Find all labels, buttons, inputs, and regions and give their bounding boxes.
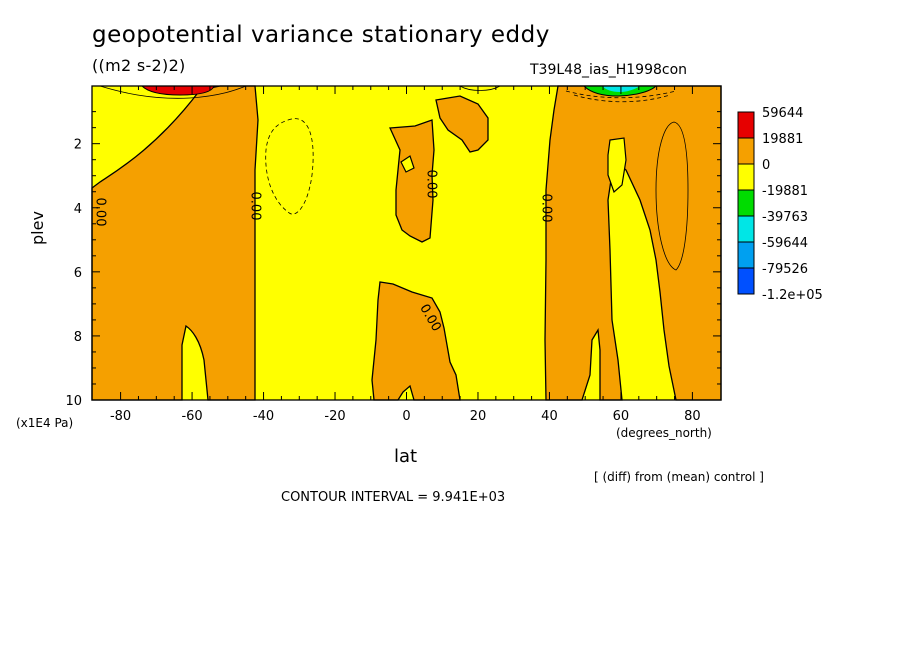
- region-south: [91, 85, 259, 401]
- legend-swatch: [737, 163, 755, 191]
- x-axis-unit: (degrees_north): [616, 426, 712, 440]
- run-id-label: T39L48_ias_H1998con: [530, 62, 688, 78]
- y-tick-label: 6: [74, 266, 82, 281]
- legend-swatch: [737, 215, 755, 243]
- x-axis-label: lat: [394, 446, 418, 467]
- x-tick-label: 80: [684, 409, 701, 424]
- legend-label: -19881: [762, 184, 808, 199]
- legend-label: -59644: [762, 236, 808, 251]
- legend-swatch: [737, 189, 755, 217]
- thin-contour-top-mid: [459, 85, 501, 91]
- region-tropics-upper: [389, 119, 435, 243]
- contour-label: 0.00: [539, 194, 554, 223]
- legend-label: -39763: [762, 210, 808, 225]
- max-blob: [140, 85, 215, 96]
- legend-swatch: [737, 241, 755, 269]
- negative-dashed-contour: [565, 90, 677, 99]
- legend-swatch: [737, 267, 755, 295]
- x-tick-label: -20: [324, 409, 345, 424]
- contour-interval: CONTOUR INTERVAL = 9.941E+03: [281, 490, 506, 505]
- x-tick-label: -40: [253, 409, 274, 424]
- y-axis-unit: (x1E4 Pa): [16, 416, 74, 430]
- legend-label: 19881: [762, 132, 803, 147]
- y-tick-label: 2: [74, 138, 82, 153]
- y-axis-label: plev: [28, 211, 47, 245]
- contour-label: 0.00: [248, 192, 263, 221]
- negative-dashed-contour: [573, 94, 671, 103]
- island-tropics: [400, 155, 415, 173]
- diff-note: [ (diff) from (mean) control ]: [594, 470, 764, 484]
- x-tick-label: 0: [402, 409, 410, 424]
- chart-title: geopotential variance stationary eddy: [92, 22, 550, 48]
- chart-units: ((m2 s-2)2): [92, 56, 186, 75]
- legend-label: 59644: [762, 106, 803, 121]
- region-north: [544, 85, 722, 401]
- x-tick-label: 60: [613, 409, 630, 424]
- region-north-top: [435, 95, 489, 153]
- contour-label: 0.00: [93, 198, 108, 227]
- thin-contour-top: [99, 85, 247, 99]
- legend-swatch: [737, 137, 755, 165]
- y-tick-label: 10: [65, 394, 82, 409]
- legend-label: -1.2e+05: [762, 288, 823, 303]
- contour-label: 0.00: [424, 170, 439, 199]
- x-tick-label: 20: [470, 409, 487, 424]
- legend-label: 0: [762, 158, 770, 173]
- x-tick-label: -60: [181, 409, 202, 424]
- island-north: [607, 137, 627, 194]
- legend-swatch: [737, 111, 755, 139]
- x-tick-label: 40: [541, 409, 558, 424]
- dashed-contour-south: [265, 118, 314, 215]
- legend-label: -79526: [762, 262, 808, 277]
- thin-contour-north: [655, 121, 689, 271]
- y-tick-label: 8: [74, 330, 82, 345]
- y-tick-label: 4: [74, 202, 82, 217]
- x-tick-label: -80: [110, 409, 131, 424]
